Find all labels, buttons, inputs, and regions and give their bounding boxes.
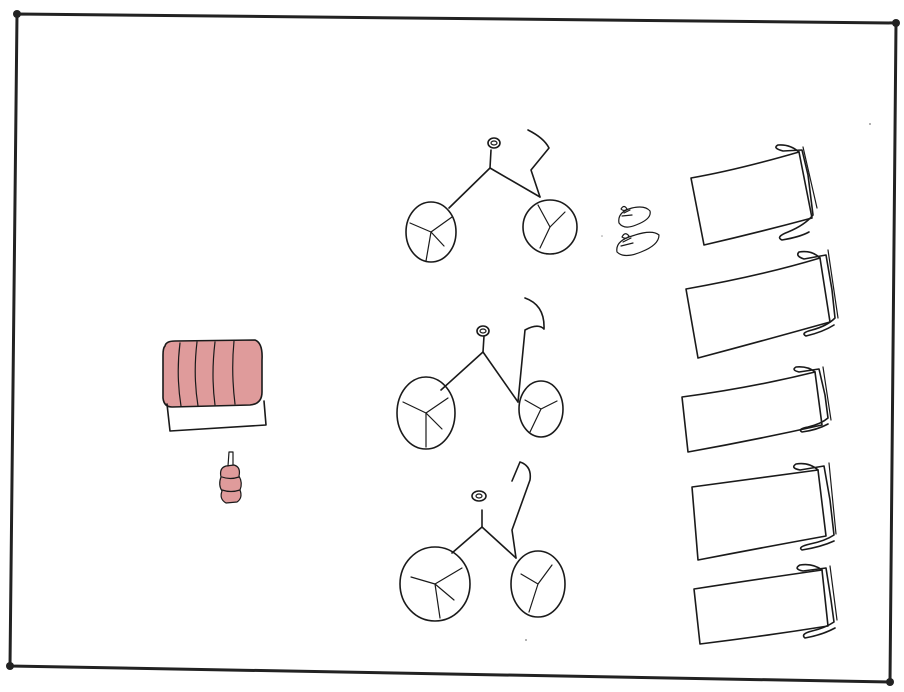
paper-specks	[525, 123, 871, 641]
bicycle	[399, 461, 566, 622]
shoes	[616, 205, 660, 257]
treadmill	[681, 366, 832, 453]
room-outline	[6, 10, 900, 686]
bench-cushion	[162, 339, 267, 432]
treadmill	[691, 462, 837, 561]
bicycle	[396, 297, 564, 450]
water-bottle	[219, 451, 242, 504]
treadmill	[690, 144, 818, 246]
bicycle	[405, 129, 578, 263]
treadmill	[693, 563, 838, 645]
treadmill	[685, 249, 839, 359]
